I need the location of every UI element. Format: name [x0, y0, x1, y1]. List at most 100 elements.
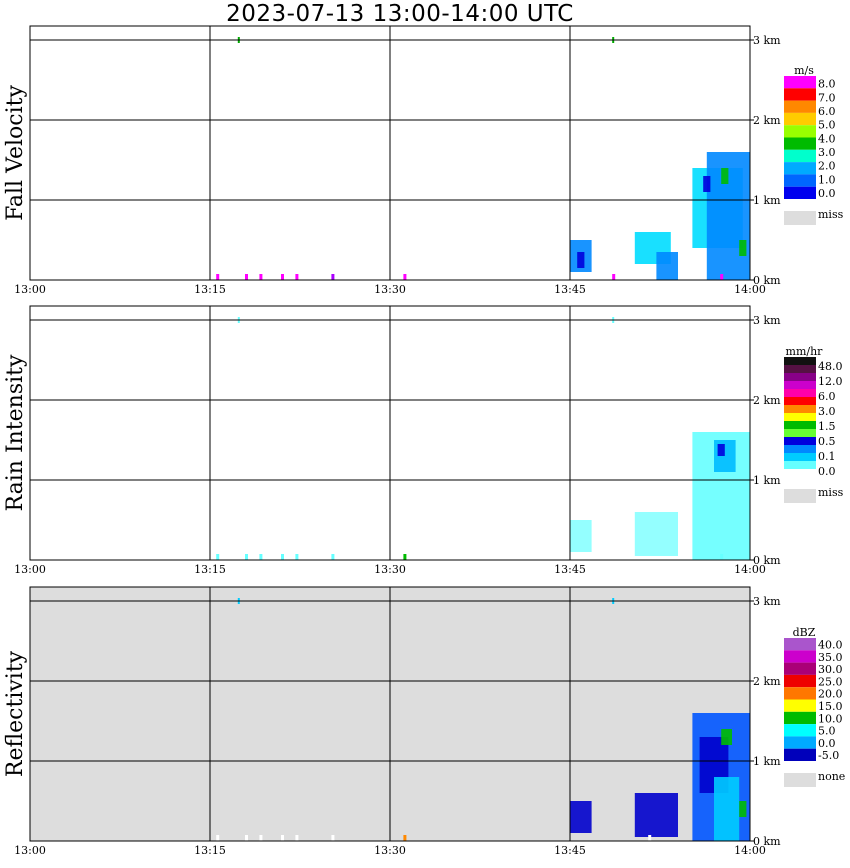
legend-swatch	[784, 373, 816, 381]
legend-label: 15.0	[818, 700, 843, 713]
ground-echo-mark	[331, 274, 335, 280]
legend-label: 0.1	[818, 450, 836, 463]
x-tick-label: 13:30	[374, 844, 406, 857]
legend-label: 20.0	[818, 688, 843, 701]
y-tick-label: 1 km	[753, 755, 781, 768]
echo-cell	[721, 729, 732, 745]
echo-cell	[570, 801, 592, 833]
y-tick-label: 0 km	[753, 554, 781, 567]
legend-swatch	[784, 445, 816, 453]
legend-swatch	[784, 405, 816, 413]
ground-echo-mark	[245, 274, 248, 280]
legend-missing-label: miss	[818, 486, 844, 499]
legend-swatch	[784, 469, 816, 477]
ground-echo-mark	[403, 554, 407, 560]
legend-swatch	[784, 711, 816, 725]
ground-echo-mark	[216, 835, 220, 841]
legend-label: 12.0	[818, 375, 843, 388]
ground-echo-mark	[331, 554, 335, 560]
legend-swatch	[784, 687, 816, 700]
legend-swatch	[784, 149, 816, 163]
legend-label: 7.0	[818, 91, 836, 104]
legend-swatch	[784, 162, 816, 175]
legend-swatch	[784, 186, 816, 199]
legend-label: 0.0	[818, 737, 836, 750]
y-tick-label: 1 km	[753, 474, 781, 487]
y-tick-label: 0 km	[753, 274, 781, 287]
legend-swatch	[784, 174, 816, 187]
x-tick-label: 13:15	[194, 844, 226, 857]
ground-echo-mark	[245, 835, 248, 841]
panel-fall-velocity: 0 km 1 km 2 km 3 km 13:00 13:15 13:30 13:45 14:0…	[3, 25, 844, 296]
x-tick-label: 13:00	[14, 844, 46, 857]
legend-swatch	[784, 125, 816, 138]
legend-label: 0.0	[818, 187, 836, 200]
legend-swatch	[784, 413, 816, 421]
legend-label: 48.0	[818, 360, 843, 373]
legend-missing-swatch	[784, 211, 816, 225]
legend-label: 6.0	[818, 390, 836, 403]
legend-label: 6.0	[818, 105, 836, 118]
legend-swatch	[784, 453, 816, 461]
ground-echo-mark	[281, 554, 284, 560]
legend-swatch	[784, 736, 816, 749]
legend-swatch	[784, 650, 816, 663]
chart-title: 2023-07-13 13:00-14:00 UTC	[226, 1, 574, 27]
legend-unit: m/s	[794, 64, 814, 77]
panel-ylabel: Rain Intensity	[3, 354, 28, 511]
x-tick-label: 14:00	[734, 844, 766, 857]
echo-cell	[577, 252, 585, 268]
ground-echo-mark	[295, 274, 299, 280]
plot-frame	[29, 25, 751, 281]
legend-swatch	[784, 421, 816, 429]
x-tick-label: 13:45	[554, 283, 586, 296]
legend-swatch	[784, 437, 816, 445]
ground-echo-mark	[295, 835, 299, 841]
panel-reflectivity: 0 km 1 km 2 km 3 km 13:00 13:15 13:30 13:45 14:0…	[3, 586, 845, 857]
legend-unit: mm/hr	[786, 345, 824, 358]
x-tick-label: 13:15	[194, 563, 226, 576]
legend-swatch	[784, 112, 816, 126]
echo-cell	[570, 520, 592, 552]
legend-swatch	[784, 699, 816, 712]
x-tick-label: 13:45	[554, 563, 586, 576]
legend-swatch	[784, 638, 816, 651]
x-tick-label: 13:00	[14, 563, 46, 576]
y-tick-label: 3 km	[753, 595, 781, 608]
x-tick-label: 13:00	[14, 283, 46, 296]
y-tick-label: 2 km	[753, 114, 781, 127]
ground-echo-mark	[259, 835, 263, 841]
y-tick-label: 2 km	[753, 394, 781, 407]
legend-swatch	[784, 137, 816, 150]
legend-missing-swatch	[784, 489, 816, 503]
y-tick-label: 3 km	[753, 314, 781, 327]
echo-cell	[656, 252, 678, 280]
ground-echo-mark	[720, 274, 724, 280]
legend-swatch	[784, 381, 816, 389]
legend-label: 0.5	[818, 435, 836, 448]
echo-cell	[634, 793, 678, 837]
ground-echo-mark	[259, 274, 263, 280]
x-tick-label: 13:30	[374, 563, 406, 576]
legend-swatch	[784, 724, 816, 737]
legend-label: -5.0	[818, 749, 839, 762]
legend-swatch	[784, 461, 816, 469]
color-legend: mm/hr 48.0 12.0 6.0 3.0 1.5 0.5 0.1 0.0 miss	[784, 345, 844, 503]
ground-echo-mark	[245, 554, 248, 560]
echo-cell	[714, 777, 740, 841]
echo-cell	[703, 176, 711, 192]
legend-unit: dBZ	[793, 626, 816, 639]
legend-swatch	[784, 397, 816, 405]
legend-label: 1.0	[818, 173, 836, 186]
legend-swatch	[784, 76, 816, 89]
x-tick-label: 13:15	[194, 283, 226, 296]
ground-echo-mark	[403, 274, 407, 280]
legend-swatch	[784, 357, 816, 365]
x-tick-label: 13:30	[374, 283, 406, 296]
x-tick-label: 14:00	[734, 563, 766, 576]
legend-missing-label: none	[818, 770, 845, 783]
legend-label: 3.0	[818, 405, 836, 418]
legend-swatch	[784, 429, 816, 437]
legend-swatch	[784, 100, 816, 113]
